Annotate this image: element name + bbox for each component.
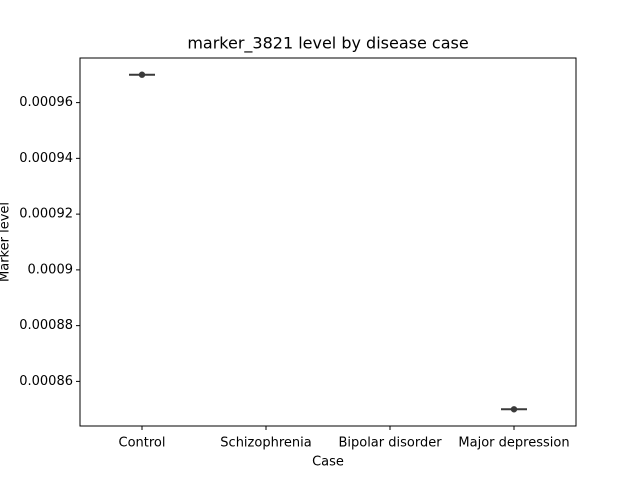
y-tick-label: 0.00086: [19, 374, 73, 389]
y-tick-label: 0.00094: [19, 151, 73, 166]
chart-title: marker_3821 level by disease case: [187, 34, 468, 54]
x-tick-label: Major depression: [458, 436, 569, 451]
y-tick-label: 0.00088: [19, 318, 73, 333]
x-tick-label: Bipolar disorder: [338, 436, 442, 451]
y-tick-label: 0.00092: [19, 207, 73, 222]
x-axis-label: Case: [312, 455, 344, 470]
y-tick-label: 0.0009: [28, 262, 74, 277]
plot-frame: [79, 57, 577, 427]
point: [510, 406, 518, 413]
y-axis-label: Marker level: [0, 202, 13, 282]
point: [138, 71, 146, 78]
x-tick-label: Control: [119, 436, 166, 451]
y-tick-label: 0.00096: [19, 95, 73, 110]
x-tick-label: Schizophrenia: [220, 436, 311, 451]
